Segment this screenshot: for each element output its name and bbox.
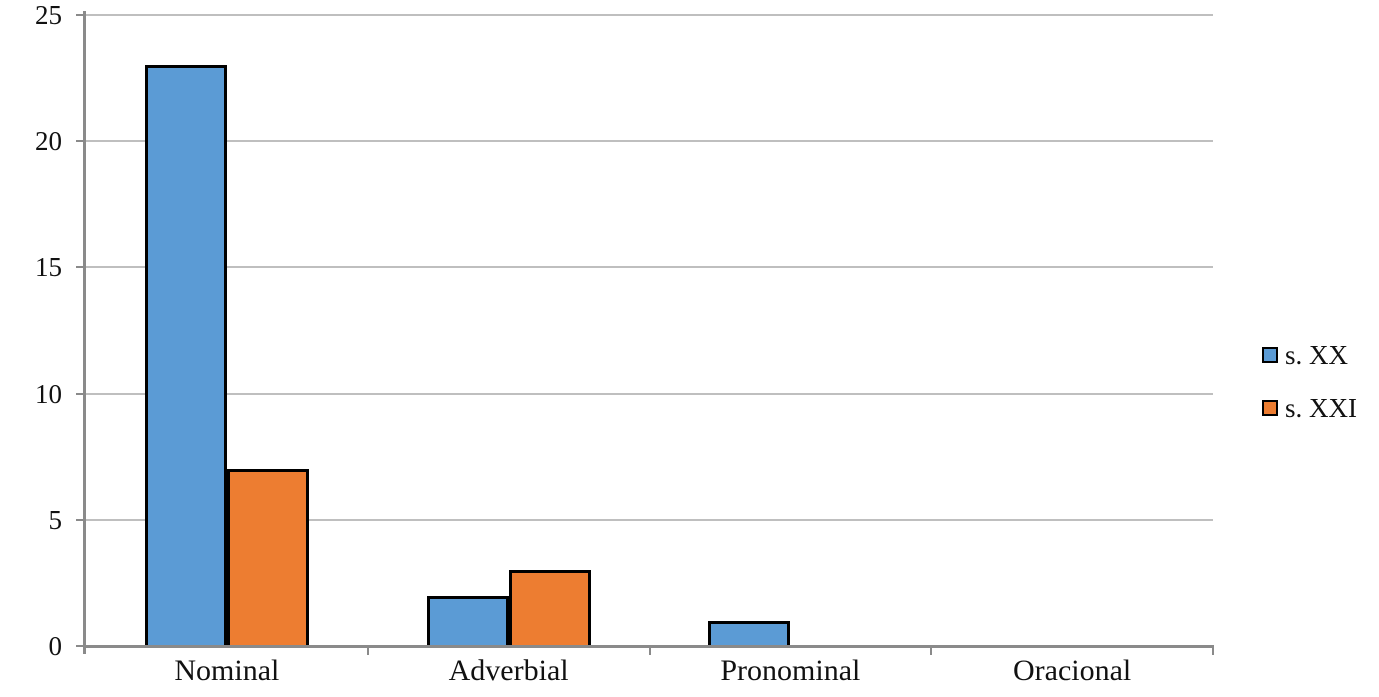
gridline-25 xyxy=(86,14,1213,16)
bar-s-xxi-adverbial xyxy=(508,570,591,646)
y-tick-label-20: 20 xyxy=(35,126,62,157)
y-tick-mark-10 xyxy=(76,392,84,395)
bar-s-xx-pronominal xyxy=(708,621,791,646)
y-tick-mark-5 xyxy=(76,518,84,521)
y-tick-label-10: 10 xyxy=(35,378,62,409)
category-label-pronominal: Pronominal xyxy=(720,654,861,687)
legend-item-s-xx: s. XX xyxy=(1262,340,1357,370)
category-label-oracional: Oracional xyxy=(1012,654,1132,687)
y-tick-mark-15 xyxy=(76,266,84,269)
legend-swatch-blue-icon xyxy=(1262,347,1278,363)
category-label-nominal: Nominal xyxy=(174,654,280,687)
gridline-15 xyxy=(86,266,1213,269)
y-tick-label-5: 5 xyxy=(48,504,63,535)
legend-swatch-orange-icon xyxy=(1262,400,1278,416)
y-tick-mark-20 xyxy=(76,140,84,143)
y-tick-label-15: 15 xyxy=(35,252,62,283)
gridline-5 xyxy=(86,518,1213,521)
legend-label-s-xx: s. XX xyxy=(1285,340,1349,370)
y-tick-label-25: 25 xyxy=(35,0,62,30)
x-tick-mark-4 xyxy=(1212,646,1214,655)
legend-item-s-xxi: s. XXI xyxy=(1262,393,1357,423)
legend: s. XX s. XXI xyxy=(1262,340,1357,446)
gridline-10 xyxy=(86,392,1213,395)
category-label-adverbial: Adverbial xyxy=(448,654,569,687)
x-tick-mark-3 xyxy=(930,646,933,655)
y-tick-mark-0 xyxy=(76,645,84,647)
x-axis-category-labels: Nominal Adverbial Pronominal Oracional xyxy=(86,652,1213,690)
y-tick-mark-25 xyxy=(76,14,84,16)
x-tick-mark-2 xyxy=(648,646,651,655)
y-tick-label-0: 0 xyxy=(48,631,63,661)
bar-s-xxi-nominal xyxy=(226,469,309,646)
gridline-20 xyxy=(86,140,1213,143)
x-tick-mark-1 xyxy=(366,646,369,655)
plot-area xyxy=(86,14,1213,646)
y-axis-line xyxy=(83,11,86,654)
bar-s-xx-adverbial xyxy=(426,596,509,646)
bar-s-xx-nominal xyxy=(144,65,227,646)
legend-label-s-xxi: s. XXI xyxy=(1285,393,1357,423)
